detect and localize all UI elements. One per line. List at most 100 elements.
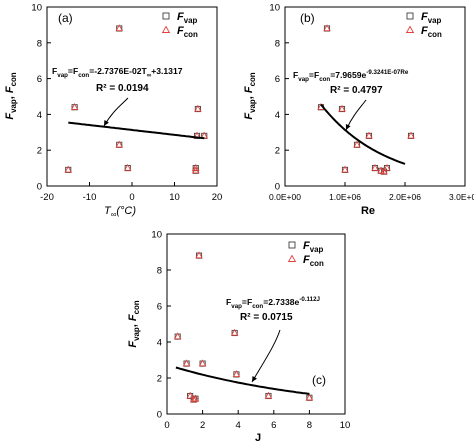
- data-point-triangle: [353, 140, 361, 148]
- legend-label: Fcon: [421, 25, 442, 39]
- x-tick-label: 10: [340, 420, 351, 431]
- equation-text: Fvap=Fcon=2.7338e-0.112J: [226, 296, 321, 310]
- x-tick-label: -20: [40, 192, 54, 203]
- ticks: -20 -10 0 10 20 0 2 4 6 8 10: [31, 3, 222, 204]
- data-point-triangle: [371, 163, 379, 171]
- x-tick-label: 10: [169, 192, 180, 203]
- y-axis-label-text: Fvap, Fcon: [4, 72, 18, 119]
- y-tick-label: 6: [157, 302, 162, 313]
- legend-label: Fvap: [303, 240, 324, 254]
- data-point-triangle: [323, 24, 331, 32]
- y-axis-label-text: Fvap, Fcon: [243, 72, 257, 119]
- x-tick-label: 0: [129, 192, 134, 203]
- y-axis-label: Fvap, Fcon: [127, 300, 141, 347]
- y-tick-label: 2: [157, 374, 162, 385]
- y-tick-label: 4: [37, 110, 42, 121]
- y-tick-label: 0: [157, 410, 162, 421]
- y-tick-label: 6: [275, 74, 280, 85]
- data-point-triangle: [182, 359, 191, 367]
- y-tick-label: 4: [157, 338, 162, 349]
- x-axis-label-text: Re: [361, 205, 375, 217]
- plot-frame: [166, 233, 346, 415]
- data-point-triangle: [264, 391, 273, 399]
- data-point-triangle: [230, 328, 239, 336]
- legend-triangle-icon: [405, 25, 415, 33]
- y-tick-label: 8: [275, 38, 280, 49]
- equation-text: Fvap=Fcon=-2.7376E-02T∞+3.1317: [52, 66, 183, 79]
- fit-curve: [68, 121, 205, 140]
- data-point-triangle: [70, 103, 79, 110]
- arrow-head-icon: [345, 124, 351, 130]
- data-point-triangle: [407, 131, 415, 139]
- panel-b: 0.0E+001.0E+062.0E+063.0E+060246810 (b) …: [243, 3, 474, 218]
- markers: [317, 24, 415, 175]
- legend-label: Fcon: [303, 254, 324, 268]
- r-squared: R² = 0.4797: [330, 85, 383, 96]
- y-tick-label: 6: [37, 74, 42, 85]
- x-tick-label: 2: [200, 420, 205, 431]
- annotation-arrow: [251, 329, 281, 383]
- markers: [64, 24, 209, 174]
- legend-square-icon: [288, 241, 296, 249]
- data-point-triangle: [115, 140, 124, 148]
- y-tick-label: 10: [269, 3, 280, 14]
- x-axis-label-text: T∞(°C): [104, 205, 136, 219]
- x-axis-label: J: [255, 432, 261, 444]
- data-point-triangle: [191, 166, 200, 174]
- equation: Fvap=Fcon=2.7338e-0.112J: [226, 296, 321, 310]
- legend-label: Fvap: [421, 11, 442, 25]
- y-tick-label: 10: [31, 3, 42, 14]
- arrow-head-icon: [104, 120, 109, 126]
- panel-label: (c): [312, 373, 326, 387]
- x-axis-label: T∞(°C): [104, 205, 136, 219]
- y-tick-label: 4: [275, 110, 280, 121]
- fit-curve: [175, 366, 310, 395]
- x-tick-label: 6: [271, 420, 276, 431]
- data-point-triangle: [305, 393, 314, 401]
- y-tick-label: 8: [37, 38, 42, 49]
- r-squared: R² = 0.0715: [240, 312, 293, 323]
- y-tick-label: 0: [275, 182, 280, 193]
- data-point-triangle: [365, 131, 373, 139]
- data-point-triangle: [191, 394, 200, 402]
- data-point-triangle: [186, 391, 194, 399]
- data-point-triangle: [232, 370, 241, 378]
- data-point-triangle: [380, 167, 388, 175]
- x-tick-label: -10: [83, 192, 97, 203]
- markers: [173, 251, 314, 403]
- y-tick-label: 10: [151, 230, 162, 241]
- panel-label: (b): [300, 11, 315, 25]
- y-axis-label: Fvap, Fcon: [243, 72, 257, 119]
- y-axis-label-text: Fvap, Fcon: [127, 300, 141, 347]
- ticks: 0 2 4 6 8 10 0 2 4 6 8 10: [151, 230, 350, 432]
- equation-text: Fvap=Fcon=7.9659e-9.3241E-07Re: [293, 69, 409, 83]
- data-point-triangle: [191, 163, 200, 171]
- data-point-triangle: [194, 104, 202, 112]
- fit-curve: [320, 103, 406, 165]
- data-point-triangle: [341, 165, 349, 173]
- legend-triangle-icon: [161, 25, 171, 33]
- data-point-triangle: [123, 163, 132, 171]
- x-tick-label: 8: [307, 420, 312, 431]
- legend-label: Fcon: [177, 25, 198, 39]
- data-point-triangle: [173, 332, 182, 340]
- y-tick-label: 2: [37, 146, 42, 157]
- r-squared: R² = 0.0194: [96, 83, 149, 94]
- data-point-triangle: [383, 163, 391, 171]
- legend-square-icon: [162, 12, 170, 20]
- legend-label: Fvap: [177, 11, 198, 25]
- data-point-triangle: [64, 165, 73, 173]
- legend-square-icon: [406, 12, 414, 20]
- data-point-triangle: [189, 395, 198, 403]
- data-point-triangle: [195, 251, 203, 259]
- y-tick-label: 2: [275, 146, 280, 157]
- x-tick-label: 0: [164, 420, 169, 431]
- legend-triangle-icon: [287, 254, 297, 262]
- x-tick-label: 1.0E+06: [329, 192, 361, 202]
- ticks: 0.0E+00 1.0E+06 2.0E+06 3.0E+06 0 2 4 6 8 10: [269, 3, 474, 203]
